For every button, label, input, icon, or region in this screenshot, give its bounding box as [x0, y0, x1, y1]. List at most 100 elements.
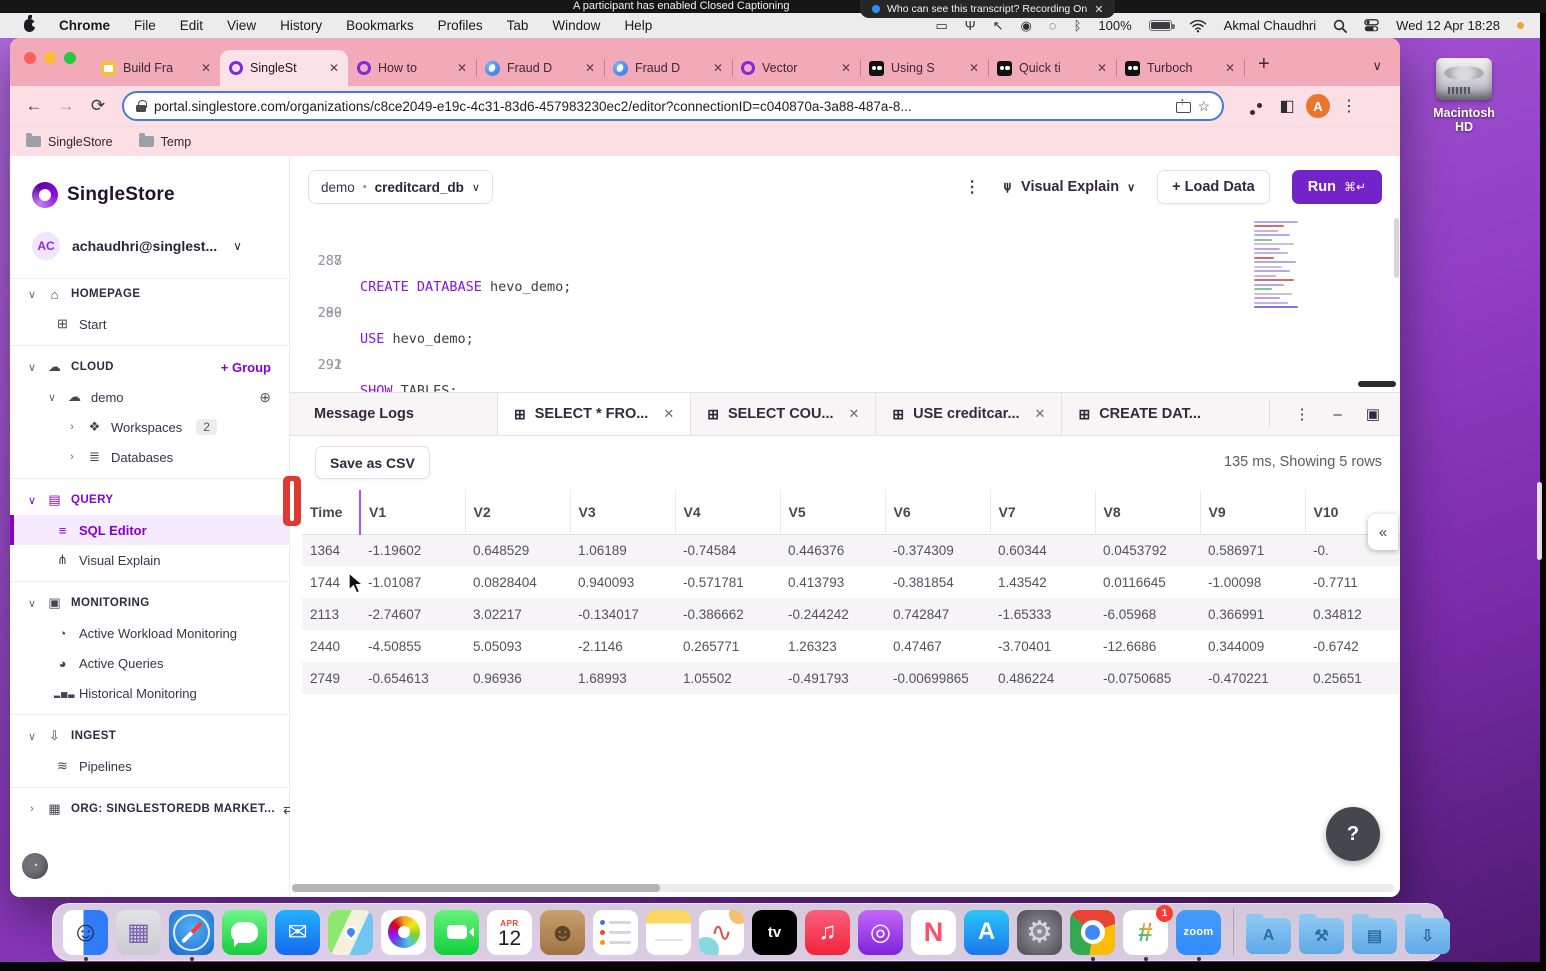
close-icon[interactable]: ✕	[1094, 3, 1104, 16]
sidebar-section-ingest[interactable]: ∨ ⇩ INGEST	[27, 728, 117, 743]
connection-selector[interactable]: demo • creditcard_db ∨	[308, 170, 493, 204]
share-icon[interactable]	[1176, 96, 1192, 113]
bluetooth-icon[interactable]: ᛒ	[1073, 18, 1082, 33]
close-tab-icon[interactable]: ✕	[328, 61, 339, 75]
close-tab-icon[interactable]: ✕	[848, 406, 860, 421]
results-menu-icon[interactable]: ⋮	[1294, 406, 1310, 423]
photos-icon[interactable]	[381, 909, 426, 955]
slack-icon[interactable]: #1	[1123, 904, 1173, 955]
sidebar-item-historical-monitoring[interactable]: ▂▅▃ Historical Monitoring	[54, 685, 197, 701]
close-tab-icon[interactable]: ✕	[712, 61, 723, 75]
column-header-v8[interactable]: V8	[1095, 490, 1201, 534]
tab-vector[interactable]: Vector ✕	[732, 50, 861, 86]
reminders-icon[interactable]	[593, 909, 638, 955]
notes-icon[interactable]	[646, 909, 691, 955]
split-view-icon[interactable]: ◧	[1279, 98, 1295, 115]
search-icon[interactable]	[1333, 19, 1348, 33]
finder-icon[interactable]: ☺	[63, 909, 108, 955]
menu-window[interactable]: Window	[552, 18, 601, 33]
minimize-panel-icon[interactable]: –	[1333, 405, 1342, 423]
menu-tab[interactable]: Tab	[506, 18, 529, 33]
visual-explain-button[interactable]: ⋔ Visual Explain ∨	[1002, 179, 1136, 195]
load-data-button[interactable]: + Load Data	[1157, 170, 1270, 204]
tab-how-to[interactable]: How to ✕	[348, 50, 477, 86]
switch-org-icon[interactable]: ⇄	[282, 800, 295, 817]
editor-minimap[interactable]	[1254, 218, 1312, 386]
collapse-panel-button[interactable]: «	[1368, 514, 1398, 550]
sidecar-icon[interactable]: ▭	[935, 17, 948, 33]
add-group-button[interactable]: + Group	[220, 359, 271, 375]
reload-button[interactable]: ⟳	[90, 96, 106, 115]
column-header-time[interactable]: Time	[302, 490, 361, 534]
utilities-folder-icon[interactable]: ⚒	[1299, 913, 1344, 954]
column-header-v3[interactable]: V3	[570, 490, 676, 534]
expand-panel-icon[interactable]: ▣	[1365, 406, 1380, 423]
menu-help[interactable]: Help	[624, 18, 653, 33]
maps-icon[interactable]	[328, 909, 373, 955]
close-tab-icon[interactable]: ✕	[1034, 406, 1046, 421]
tab-select-count[interactable]: ⊞ SELECT COU... ✕	[691, 393, 877, 435]
column-header-v4[interactable]: V4	[675, 490, 781, 534]
bookmark-temp[interactable]: Temp	[138, 133, 191, 149]
user-name[interactable]: Akmal Chaudhri	[1223, 18, 1317, 33]
close-tab-icon[interactable]: ✕	[663, 406, 675, 421]
battery-icon[interactable]	[1148, 20, 1175, 31]
scrollbar-thumb[interactable]	[292, 884, 660, 892]
minimize-window-button[interactable]	[44, 52, 56, 64]
cookie-preferences-button[interactable]: ◔	[22, 853, 48, 879]
sidebar-item-demo-group[interactable]: ∨ ☁ demo ⊕	[47, 388, 271, 405]
menu-chrome[interactable]: Chrome	[59, 18, 111, 33]
editor-menu-icon[interactable]: ⋮	[964, 179, 981, 196]
close-tab-icon[interactable]: ✕	[200, 61, 211, 75]
table-row[interactable]: 2749 -0.654613 0.96936 1.68993 1.05502 -0.491…	[302, 662, 1400, 694]
table-row[interactable]: 2440 -4.50855 5.05093 -2.1146 0.265771 1.2632…	[310, 638, 1359, 654]
app-store-icon[interactable]: A	[964, 909, 1009, 955]
pointer-icon[interactable]: ↖	[992, 17, 1004, 33]
tab-select-from[interactable]: ⊞ SELECT * FRO... ✕	[498, 393, 692, 435]
documents-folder-icon[interactable]: ▤	[1352, 913, 1397, 954]
sidebar-item-active-queries[interactable]: ◕ Active Queries	[10, 648, 289, 678]
help-button[interactable]: ?	[1326, 807, 1380, 861]
address-bar[interactable]: portal.singlestore.com/organizations/c8c…	[122, 91, 1224, 121]
code-editor[interactable]: 287 CREATE DATABASE hevo_demo; 288 289 U…	[290, 216, 1400, 392]
editor-hscroll-thumb[interactable]	[1358, 381, 1396, 387]
tab-fraud-2[interactable]: Fraud D ✕	[604, 50, 733, 86]
horizontal-scrollbar[interactable]	[292, 884, 1394, 892]
column-header-v9[interactable]: V9	[1200, 490, 1306, 534]
column-header-v1[interactable]: V1	[359, 490, 466, 534]
wifi-icon[interactable]	[1189, 19, 1207, 33]
sidebar-item-pipelines[interactable]: ≋ Pipelines	[10, 751, 289, 781]
add-workspace-icon[interactable]: ⊕	[259, 388, 271, 405]
downloads-folder-icon[interactable]: ⇩	[1405, 913, 1450, 954]
sidebar-section-homepage[interactable]: ∨ ⌂ HOMEPAGE	[27, 286, 141, 302]
menu-bookmarks[interactable]: Bookmarks	[346, 18, 414, 33]
singlestore-brand[interactable]: SingleStore	[10, 156, 289, 208]
table-row[interactable]: 1364 -1.19602 0.648529 1.06189 -0.74584 0.446…	[302, 534, 1400, 566]
table-row[interactable]: 2113 -2.74607 3.02217 -0.134017 -0.386662 -0.…	[302, 598, 1400, 630]
zoom-icon[interactable]: zoom	[1176, 909, 1221, 955]
sidebar-item-databases[interactable]: › ≣ Databases	[10, 442, 289, 472]
forward-button[interactable]: →	[57, 96, 75, 115]
table-row[interactable]: 1744 -1.01087 0.0828404 0.940093 -0.571781 0.…	[310, 574, 1358, 590]
bookmark-star-icon[interactable]: ☆	[1197, 97, 1210, 114]
zoom-window-button[interactable]	[64, 52, 76, 64]
url-text[interactable]: portal.singlestore.com/organizations/c8c…	[154, 98, 912, 114]
transcript-pill[interactable]: Who can see this transcript? Recording O…	[860, 0, 1116, 18]
record-icon[interactable]: ◉	[1020, 17, 1032, 33]
save-as-csv-button[interactable]: Save as CSV	[315, 446, 430, 479]
contacts-icon[interactable]: ☻	[540, 909, 585, 955]
column-header-v7[interactable]: V7	[990, 490, 1096, 534]
profile-avatar[interactable]: A	[1306, 94, 1330, 118]
column-header-v5[interactable]: V5	[780, 490, 886, 534]
column-header-v2[interactable]: V2	[465, 490, 571, 534]
menu-edit[interactable]: Edit	[179, 18, 204, 33]
sidebar-section-cloud[interactable]: ∨ ☁ CLOUD + Group	[27, 359, 271, 375]
mail-icon[interactable]: ✉	[275, 909, 320, 955]
system-settings-icon[interactable]: ⚙	[1017, 909, 1062, 955]
control-center-icon[interactable]	[1364, 19, 1380, 32]
close-tab-icon[interactable]: ✕	[456, 61, 467, 75]
messages-icon[interactable]	[222, 909, 267, 955]
music-icon[interactable]: ♫	[805, 909, 850, 955]
tab-use-creditcard[interactable]: ⊞ USE creditcar... ✕	[876, 393, 1063, 435]
new-tab-button[interactable]: +	[1258, 53, 1270, 75]
